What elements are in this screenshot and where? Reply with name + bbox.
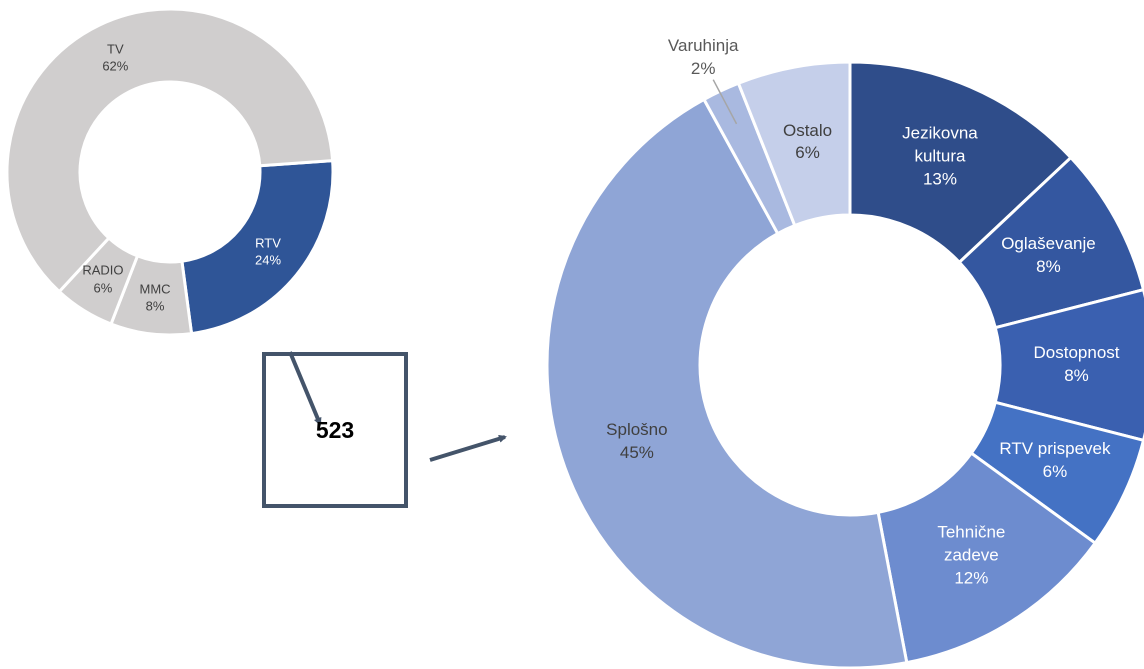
slice-label: TV 62% xyxy=(85,40,145,75)
category-label: Dostopnost xyxy=(1033,343,1120,363)
category-label: Tehnične zadeve xyxy=(937,522,1006,565)
value-label: 13% xyxy=(922,169,957,189)
value-label: 6% xyxy=(795,143,820,163)
slice-label: Ostalo 6% xyxy=(747,120,869,166)
category-label: Oglaševanje xyxy=(1001,233,1096,253)
donut-slice xyxy=(736,60,852,228)
value-label: 12% xyxy=(954,568,989,588)
slice-label: Varuhinja 2% xyxy=(632,35,774,81)
value-label: 45% xyxy=(619,442,654,462)
category-label: MMC xyxy=(139,281,171,297)
category-label: RTV prispevek xyxy=(999,439,1111,459)
donut-slice xyxy=(5,7,335,294)
category-label: RADIO xyxy=(82,262,124,278)
value-label: 8% xyxy=(1064,366,1089,385)
callout-box xyxy=(262,352,408,508)
leader-line xyxy=(712,79,738,125)
arrow xyxy=(288,351,322,426)
donut-slice xyxy=(848,60,1074,265)
donut-slice xyxy=(180,159,335,336)
value-label: 6% xyxy=(1042,462,1068,482)
category-label: TV xyxy=(107,41,124,57)
slice-label: Tehnične zadeve 12% xyxy=(910,522,1032,591)
value-label: 62% xyxy=(102,58,129,74)
value-label: 8% xyxy=(145,298,165,314)
slice-label: Jezikovna kultura 13% xyxy=(879,123,1001,192)
category-label: Ostalo xyxy=(782,120,833,140)
category-label: Splošno xyxy=(606,419,668,439)
slice-label: MMC 8% xyxy=(125,280,185,315)
slice-label: RTV 24% xyxy=(238,234,298,269)
arrow xyxy=(429,434,507,462)
slice-label: Dostopnost 8% xyxy=(1016,342,1138,388)
slice-label: RTV prispevek 6% xyxy=(994,439,1116,485)
callout-value: 523 xyxy=(315,416,355,443)
category-label: Varuhinja xyxy=(667,35,739,55)
slice-label: Splošno 45% xyxy=(576,419,698,465)
value-label: 8% xyxy=(1036,256,1061,276)
value-label: 6% xyxy=(93,280,113,296)
value-label: 24% xyxy=(255,252,282,268)
category-label: Jezikovna kultura xyxy=(902,123,978,166)
slice-label: Oglaševanje 8% xyxy=(987,233,1109,279)
category-label: RTV xyxy=(255,235,281,251)
donut-slice xyxy=(545,97,909,669)
value-label: 2% xyxy=(690,58,716,78)
slice-label: RADIO 6% xyxy=(73,262,133,297)
